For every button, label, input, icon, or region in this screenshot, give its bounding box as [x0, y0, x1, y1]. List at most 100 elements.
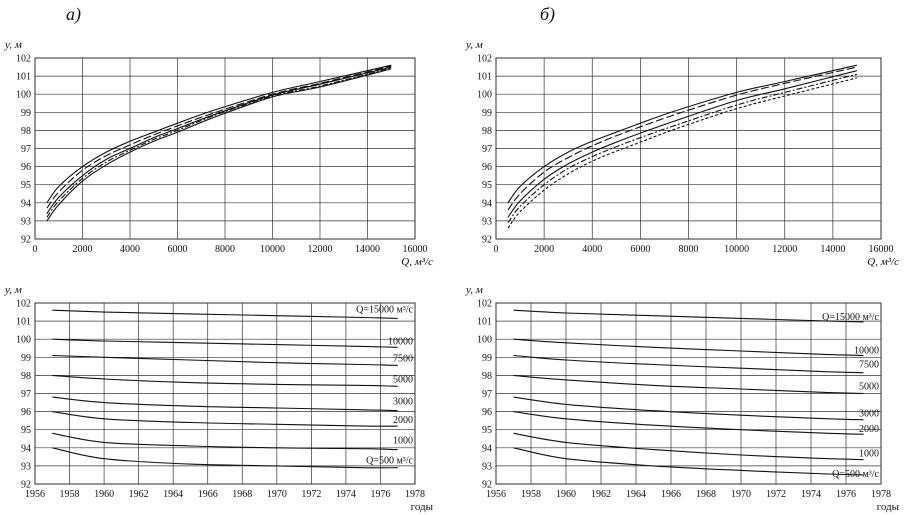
- x-tick-label: 1968: [232, 489, 252, 500]
- x-tick-label: 10000: [724, 244, 749, 255]
- y-tick-label: 97: [21, 389, 31, 400]
- y-tick-label: 95: [21, 425, 31, 436]
- x-tick-label: 8000: [215, 244, 235, 255]
- x-tick-label: 14000: [355, 244, 380, 255]
- x-tick-label: 1964: [163, 489, 183, 500]
- x-tick-label: 1958: [60, 489, 80, 500]
- series-label: 5000: [393, 374, 413, 385]
- y-tick-label: 101: [477, 317, 492, 328]
- x-tick-label: 1962: [591, 489, 611, 500]
- x-tick-label: 16000: [869, 244, 894, 255]
- series-line: [513, 447, 864, 476]
- y-tick-label: 92: [21, 235, 31, 246]
- y-axis-label: y, м: [4, 284, 22, 296]
- series-line: [52, 309, 398, 319]
- y-tick-label: 102: [477, 54, 492, 65]
- series-label: 10000: [388, 336, 413, 347]
- series-label: 7500: [393, 353, 413, 364]
- y-tick-label: 100: [477, 90, 492, 101]
- x-tick-label: 1968: [696, 489, 716, 500]
- x-tick-label: 12000: [308, 244, 333, 255]
- x-tick-label: 4000: [582, 244, 602, 255]
- x-tick-label: 1974: [801, 489, 821, 500]
- series-line: [513, 411, 864, 435]
- x-tick-label: 1970: [731, 489, 751, 500]
- series-label: Q=500 м³/с: [832, 469, 879, 480]
- series-line: [507, 77, 858, 229]
- series-label: 10000: [854, 345, 879, 356]
- y-tick-label: 92: [21, 480, 31, 491]
- x-tick-label: 1956: [486, 489, 506, 500]
- y-tick-label: 95: [482, 425, 492, 436]
- y-tick-label: 94: [21, 198, 31, 209]
- chart-top-right: 92 93 94 95 96 97 98 99 100 101 102 0 2000 4000 6000 80…: [465, 39, 899, 268]
- series-line: [46, 64, 392, 204]
- y-tick-label: 96: [482, 162, 492, 173]
- y-axis-label: y, м: [465, 39, 483, 51]
- y-tick-label: 99: [482, 353, 492, 364]
- x-tick-label: 1962: [129, 489, 149, 500]
- series-line: [46, 67, 392, 218]
- x-tick-label: 1978: [405, 489, 425, 500]
- y-tick-label: 98: [482, 371, 492, 382]
- series-label: 7500: [859, 360, 879, 371]
- y-tick-label: 95: [482, 180, 492, 191]
- series-line: [513, 338, 864, 357]
- y-tick-label: 102: [477, 299, 492, 310]
- x-tick-label: 1966: [661, 489, 681, 500]
- y-tick-label: 94: [482, 443, 492, 454]
- series-label: Q=15000 м³/с: [822, 312, 879, 323]
- x-tick-label: 1974: [336, 489, 356, 500]
- series-line: [52, 432, 398, 451]
- x-tick-label: 6000: [168, 244, 188, 255]
- x-tick-label: 10000: [260, 244, 285, 255]
- y-tick-label: 96: [482, 407, 492, 418]
- x-tick-label: 1976: [836, 489, 856, 500]
- x-tick-label: 2000: [73, 244, 93, 255]
- y-tick-label: 100: [16, 90, 31, 101]
- x-tick-label: 14000: [820, 244, 845, 255]
- x-tick-label: 1966: [198, 489, 218, 500]
- x-tick-label: 0: [494, 244, 499, 255]
- series-line: [52, 447, 398, 469]
- chart-bottom-left: 92 93 94 95 96 97 98 99 100 101 102 1956 1958 1960 196…: [4, 284, 434, 513]
- x-tick-label: 16000: [403, 244, 428, 255]
- x-axis-label: Q, м³/с: [867, 256, 899, 268]
- series-line: [46, 68, 392, 222]
- series-line: [507, 66, 858, 211]
- series-label: Q=500 м³/с: [366, 456, 413, 467]
- series-line: [513, 432, 864, 461]
- panel-label-b: б): [540, 4, 556, 24]
- y-tick-label: 92: [482, 480, 492, 491]
- y-tick-label: 97: [482, 389, 492, 400]
- chart-bottom-right: 92 93 94 95 96 97 98 99 100 101 102 1956 1958 1960 196…: [465, 284, 900, 513]
- x-tick-label: 1960: [94, 489, 114, 500]
- x-tick-label: 1956: [25, 489, 45, 500]
- series-line: [513, 309, 864, 323]
- y-tick-label: 93: [21, 216, 31, 227]
- series-line: [52, 411, 398, 427]
- series-line: [513, 374, 864, 395]
- y-tick-label: 101: [16, 72, 31, 83]
- x-tick-label: 6000: [630, 244, 650, 255]
- x-tick-label: 1976: [370, 489, 390, 500]
- x-axis-label: годы: [877, 501, 900, 513]
- x-axis-label: годы: [411, 501, 434, 513]
- y-tick-label: 96: [21, 162, 31, 173]
- series-line: [46, 65, 392, 209]
- y-tick-label: 101: [477, 72, 492, 83]
- y-tick-label: 102: [16, 54, 31, 65]
- series-line: [507, 70, 858, 218]
- y-tick-label: 102: [16, 299, 31, 310]
- x-tick-label: 1972: [301, 489, 321, 500]
- y-tick-label: 98: [482, 126, 492, 137]
- chart-top-left: 92 93 94 95 96 97 98 99 100 101 102 0 2000 4000 6000 80…: [4, 39, 433, 268]
- y-tick-label: 96: [21, 407, 31, 418]
- series-label: 3000: [859, 409, 879, 420]
- y-tick-label: 98: [21, 371, 31, 382]
- y-tick-label: 94: [482, 198, 492, 209]
- y-tick-label: 99: [21, 108, 31, 119]
- series-line: [513, 396, 864, 421]
